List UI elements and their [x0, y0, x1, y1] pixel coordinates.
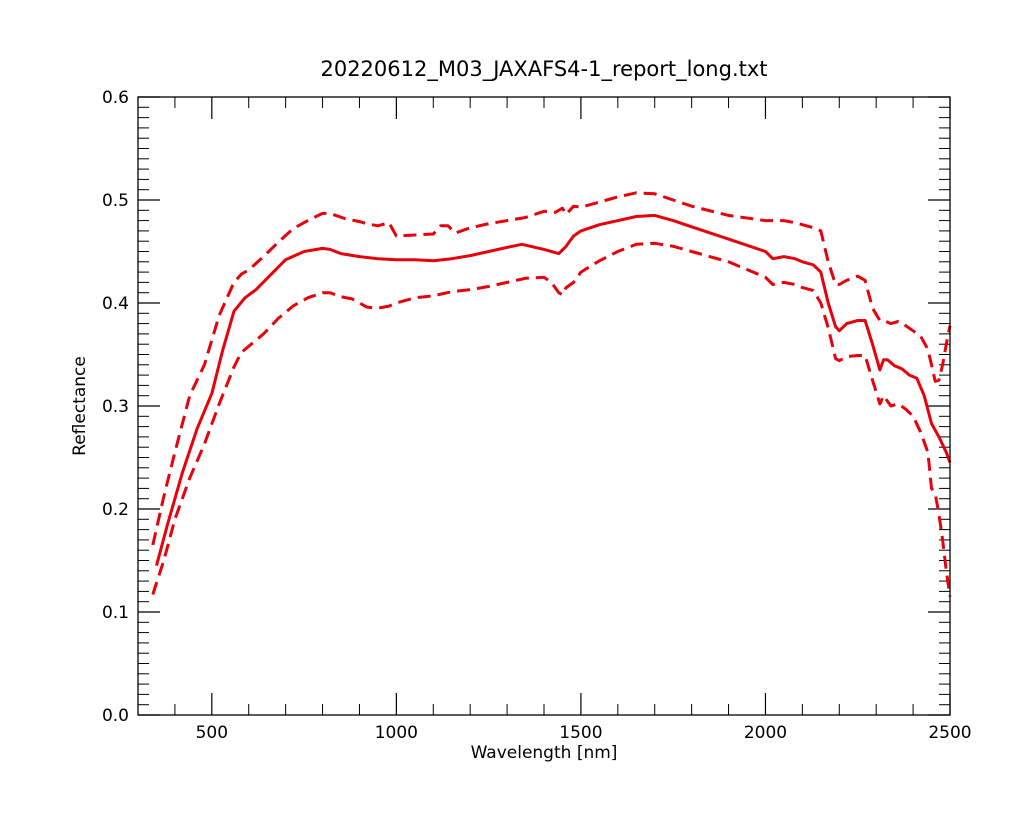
data-series	[151, 191, 952, 597]
y-tick-label: 0.3	[102, 397, 129, 417]
plot-frame	[137, 96, 951, 716]
y-tick-label: 0.1	[102, 603, 129, 623]
y-axis-label: Reflectance	[70, 356, 90, 456]
lower-dashed-line	[151, 241, 952, 597]
y-tick-label: 0.5	[102, 191, 129, 211]
chart-title: 20220612_M03_JAXAFS4-1_report_long.txt	[320, 57, 767, 82]
y-tick-label: 0.0	[102, 706, 129, 726]
x-axis-label: Wavelength [nm]	[471, 743, 618, 763]
x-tick-label: 1500	[559, 723, 602, 743]
mean-reflectance-line	[155, 213, 952, 566]
x-tick-label: 1000	[375, 723, 418, 743]
upper-dashed-line	[151, 191, 952, 546]
y-tick-label: 0.6	[102, 88, 129, 108]
tick-labels: 500 1000 1500 2000 2500 0.0 0.1 0.2 0.3 0.4 0.5 0.6	[102, 88, 972, 743]
y-tick-label: 0.4	[102, 294, 129, 314]
tick-marks	[137, 96, 951, 716]
y-tick-label: 0.2	[102, 500, 129, 520]
x-tick-label: 2000	[744, 723, 787, 743]
x-tick-label: 500	[196, 723, 228, 743]
x-tick-label: 2500	[928, 723, 971, 743]
